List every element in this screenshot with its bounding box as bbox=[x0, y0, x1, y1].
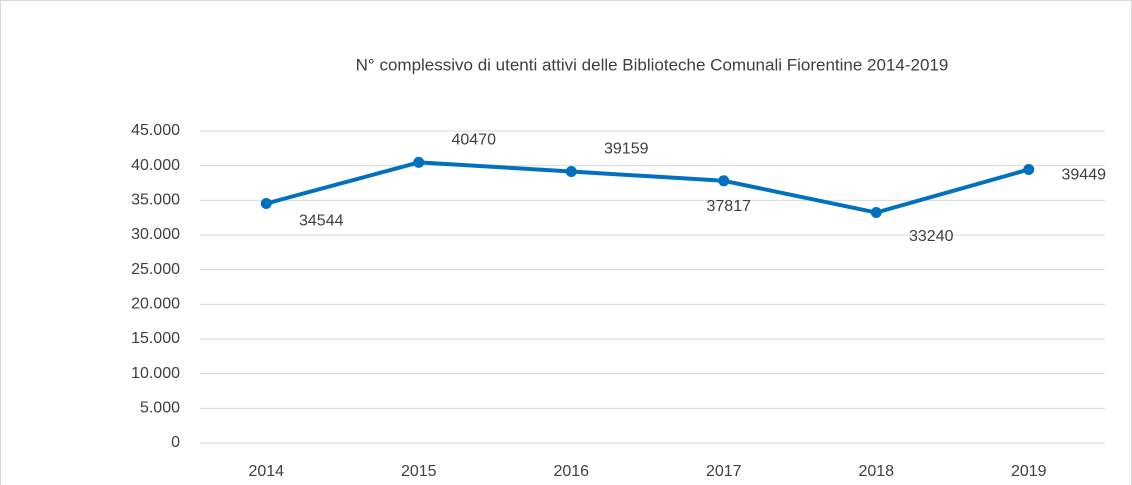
point bbox=[1023, 163, 1035, 175]
y-tick-label: 10.000 bbox=[131, 365, 180, 382]
x-tick-label: 2019 bbox=[1011, 463, 1047, 480]
y-tick-label: 15.000 bbox=[131, 330, 180, 347]
x-tick-label: 2018 bbox=[858, 463, 894, 480]
y-tick-label: 5.000 bbox=[140, 400, 180, 417]
x-tick-label: 2017 bbox=[706, 463, 742, 480]
data-label: 34544 bbox=[299, 213, 344, 230]
y-tick-label: 45.000 bbox=[131, 122, 180, 139]
y-tick-label: 25.000 bbox=[131, 261, 180, 278]
point bbox=[870, 207, 882, 219]
data-label: 37817 bbox=[707, 198, 752, 215]
data-label: 40470 bbox=[452, 132, 497, 149]
y-tick-label: 30.000 bbox=[131, 226, 180, 243]
data-label: 39159 bbox=[604, 141, 649, 158]
y-tick-label: 35.000 bbox=[131, 192, 180, 209]
point bbox=[718, 175, 730, 187]
x-tick-label: 2014 bbox=[248, 463, 284, 480]
y-tick-label: 20.000 bbox=[131, 296, 180, 313]
point bbox=[565, 165, 577, 177]
y-tick-label: 40.000 bbox=[131, 157, 180, 174]
chart-title: N° complessivo di utenti attivi delle Bi… bbox=[356, 55, 949, 74]
data-label: 39449 bbox=[1062, 167, 1107, 184]
x-tick-label: 2015 bbox=[401, 463, 437, 480]
line bbox=[265, 160, 1030, 215]
x-tick-label: 2016 bbox=[553, 463, 589, 480]
data-label: 33240 bbox=[909, 228, 954, 245]
y-tick-label: 0 bbox=[171, 434, 180, 451]
point bbox=[413, 156, 425, 168]
point bbox=[260, 197, 272, 209]
